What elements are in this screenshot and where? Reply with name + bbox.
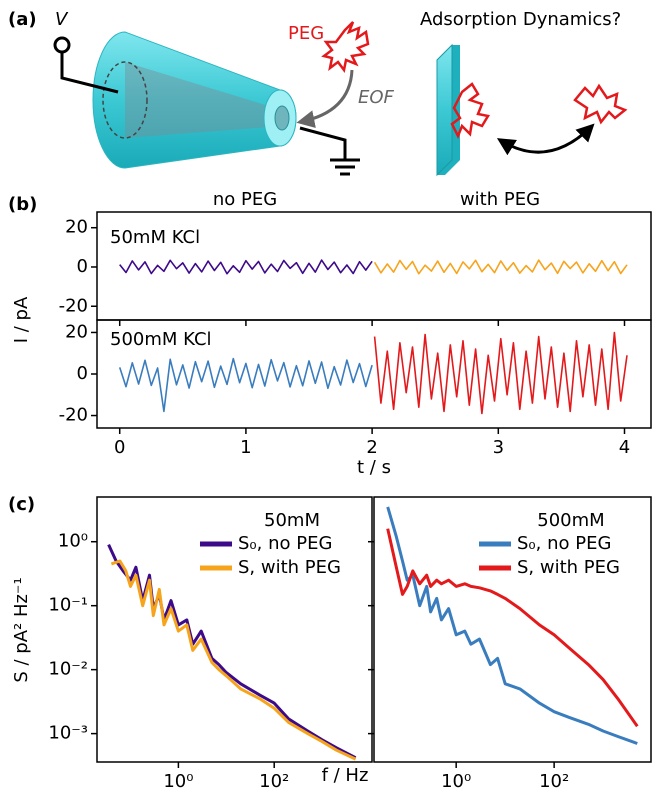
axes-frame bbox=[373, 496, 652, 763]
y-label: I / pA bbox=[11, 296, 32, 343]
column-label: no PEG bbox=[213, 189, 277, 210]
peg-coil bbox=[321, 21, 370, 73]
axes-frame bbox=[96, 496, 373, 763]
y-tick-label: -20 bbox=[59, 295, 88, 316]
plot-area bbox=[386, 506, 639, 745]
plot-area bbox=[107, 543, 357, 761]
electrode-terminal bbox=[53, 36, 71, 54]
panel-label: (b) bbox=[8, 194, 37, 215]
x-label: f / Hz bbox=[322, 765, 369, 786]
x-tick-label: 2 bbox=[366, 437, 377, 458]
eof-arrow bbox=[296, 69, 354, 128]
ground-wire bbox=[299, 126, 347, 160]
x-tick-label: 10² bbox=[539, 771, 569, 789]
x-tick-label: 10⁰ bbox=[163, 771, 193, 789]
x-label: t / s bbox=[357, 457, 391, 478]
y-tick-label: 10⁻² bbox=[48, 659, 88, 680]
x-tick-label: 3 bbox=[493, 437, 504, 458]
inner-cone bbox=[125, 62, 282, 138]
y-label: S / pA² Hz⁻¹ bbox=[11, 577, 32, 682]
wall bbox=[436, 43, 453, 177]
column-label: with PEG bbox=[460, 189, 540, 210]
voltage-label: V bbox=[55, 9, 69, 30]
wire bbox=[60, 52, 119, 94]
series-line bbox=[386, 506, 638, 745]
legend-label: S, with PEG bbox=[238, 557, 341, 578]
series-line bbox=[373, 331, 628, 415]
panel-label: (c) bbox=[8, 494, 35, 515]
annotation: 500mM KCl bbox=[110, 329, 212, 350]
legend-title: 50mM bbox=[264, 510, 320, 531]
pore bbox=[274, 105, 290, 131]
cone-dashed-ellipse bbox=[102, 61, 148, 139]
x-tick-label: 0 bbox=[114, 437, 125, 458]
series-line bbox=[373, 259, 628, 275]
series-line bbox=[119, 259, 373, 275]
y-tick-label: 20 bbox=[65, 321, 88, 342]
schematic: (a) V PEG EOF Adsorption Dynamics? bbox=[8, 9, 628, 177]
question-label: Adsorption Dynamics? bbox=[420, 9, 621, 30]
exchange-arrow bbox=[496, 123, 595, 156]
series-line bbox=[386, 528, 639, 728]
y-tick-label: 10⁻¹ bbox=[48, 595, 88, 616]
annotation: 50mM KCl bbox=[110, 227, 200, 248]
y-tick-label: 0 bbox=[77, 256, 88, 277]
panel-label: (a) bbox=[8, 9, 37, 30]
y-tick-label: 20 bbox=[65, 217, 88, 238]
eof-label: EOF bbox=[358, 87, 395, 108]
x-tick-label: 4 bbox=[619, 437, 630, 458]
plot-area bbox=[118, 331, 628, 415]
x-tick-label: 10² bbox=[259, 771, 289, 789]
free-peg bbox=[573, 83, 628, 125]
y-tick-label: 0 bbox=[77, 363, 88, 384]
plot-area bbox=[119, 259, 628, 275]
x-tick-label: 1 bbox=[240, 437, 251, 458]
legend-label: S, with PEG bbox=[517, 557, 620, 578]
legend-label: S₀, no PEG bbox=[517, 533, 611, 554]
y-tick-label: -20 bbox=[59, 405, 88, 426]
y-tick-label: 10⁰ bbox=[58, 531, 88, 552]
adsorbed-peg bbox=[450, 82, 490, 140]
x-tick-label: 10⁰ bbox=[441, 771, 471, 789]
series-line bbox=[110, 559, 357, 761]
y-tick-label: 10⁻³ bbox=[48, 723, 88, 744]
legend-label: S₀, no PEG bbox=[238, 533, 332, 554]
peg-label: PEG bbox=[288, 23, 324, 44]
legend-title: 500mM bbox=[537, 510, 604, 531]
series-line bbox=[118, 357, 373, 413]
